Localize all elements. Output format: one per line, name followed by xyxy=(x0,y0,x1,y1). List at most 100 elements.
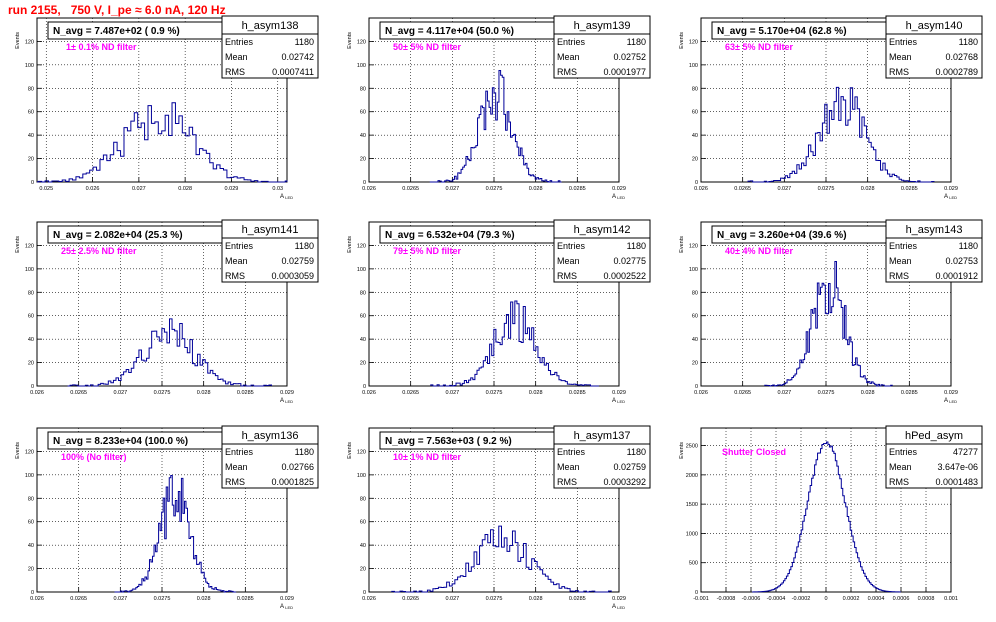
x-tick-label: 0.028 xyxy=(529,596,543,602)
x-tick-label: 0.028 xyxy=(861,186,875,192)
y-tick-label: 120 xyxy=(689,243,698,249)
stats-box xyxy=(553,443,651,489)
x-axis-label: A xyxy=(280,604,284,610)
stats-value: 1180 xyxy=(627,37,646,47)
x-tick-label: 0.0275 xyxy=(486,390,503,396)
stats-value: 1180 xyxy=(959,37,978,47)
y-tick-label: 60 xyxy=(360,110,366,116)
stats-value: 0.02766 xyxy=(281,462,314,472)
y-tick-label: 0 xyxy=(31,590,34,596)
x-tick-label: 0.0006 xyxy=(893,596,910,602)
histogram-name: h_asym138 xyxy=(242,20,299,32)
y-tick-label: 60 xyxy=(28,110,34,116)
navg-text: N_avg = 3.260e+04 (39.6 %) xyxy=(717,230,847,241)
x-tick-label: 0.0265 xyxy=(70,596,87,602)
x-tick-label: 0.0275 xyxy=(818,390,835,396)
y-tick-label: 0 xyxy=(695,590,698,596)
x-tick-label: 0.029 xyxy=(280,596,294,602)
y-tick-label: 60 xyxy=(360,314,366,320)
x-tick-label: -0.0002 xyxy=(792,596,811,602)
stats-box xyxy=(553,237,651,283)
x-tick-label: 0.0285 xyxy=(901,186,918,192)
stats-key: Mean xyxy=(225,52,248,62)
y-tick-label: 40 xyxy=(28,337,34,343)
x-tick-label: -0.0008 xyxy=(717,596,736,602)
y-tick-label: 40 xyxy=(28,133,34,139)
stats-value: 0.0001977 xyxy=(603,67,646,77)
x-tick-label: 0.0265 xyxy=(734,186,751,192)
x-tick-label: 0.0265 xyxy=(402,390,419,396)
y-tick-label: 100 xyxy=(357,63,366,69)
stats-value: 1180 xyxy=(295,241,314,251)
y-tick-label: 80 xyxy=(360,496,366,502)
y-tick-label: 20 xyxy=(692,157,698,163)
histogram-panel: -0.001 -0.0008 -0.0006 -0.0004 -0.0002 0 0.000… xyxy=(679,425,983,602)
x-tick-label: 0.029 xyxy=(612,186,626,192)
stats-key: Mean xyxy=(557,52,580,62)
filter-label: 100% (No filter) xyxy=(61,452,127,462)
x-tick-label: -0.001 xyxy=(693,596,709,602)
stats-key: RMS xyxy=(225,477,245,487)
x-tick-label: 0.0004 xyxy=(868,596,885,602)
stats-value: 0.02775 xyxy=(613,256,646,266)
navg-text: N_avg = 2.082e+04 (25.3 %) xyxy=(53,230,183,241)
x-axis-label-sub: LED xyxy=(617,399,625,404)
y-tick-label: 120 xyxy=(357,39,366,45)
x-tick-label: 0.027 xyxy=(777,186,791,192)
stats-key: RMS xyxy=(889,67,909,77)
x-tick-label: 0.027 xyxy=(445,390,459,396)
stats-value: 0.0001912 xyxy=(935,271,978,281)
x-tick-label: 0.027 xyxy=(132,186,146,192)
stats-value: 0.02768 xyxy=(945,52,978,62)
navg-text: N_avg = 7.563e+03 ( 9.2 %) xyxy=(385,436,512,447)
run-title: run 2155, 750 V, I_pe ≈ 6.0 nA, 120 Hz xyxy=(8,3,226,17)
stats-box xyxy=(885,443,983,489)
x-tick-label: 0.026 xyxy=(30,390,44,396)
histogram-series xyxy=(751,441,902,593)
x-axis-label-sub: LED xyxy=(949,399,957,404)
stats-value: 0.0002522 xyxy=(603,271,646,281)
stats-value: 1180 xyxy=(627,241,646,251)
x-tick-label: 0.029 xyxy=(944,186,958,192)
stats-key: Mean xyxy=(889,256,912,266)
histogram-name: h_asym142 xyxy=(574,224,631,236)
histogram-name: hPed_asym xyxy=(905,430,963,442)
stats-box xyxy=(221,33,319,79)
x-tick-label: 0.028 xyxy=(529,186,543,192)
y-tick-label: 80 xyxy=(28,86,34,92)
x-tick-label: 0.0285 xyxy=(237,390,254,396)
y-axis-label: Events xyxy=(347,236,353,253)
stats-key: RMS xyxy=(557,271,577,281)
y-tick-label: 0 xyxy=(695,180,698,186)
x-axis-label: A xyxy=(280,194,284,200)
y-axis-label: Events xyxy=(15,32,21,49)
stats-key: RMS xyxy=(225,271,245,281)
y-tick-label: 0 xyxy=(363,590,366,596)
y-tick-label: 100 xyxy=(689,267,698,273)
histogram-panel: 0.026 0.0265 0.027 0.0275 0.028 0.0285 0.029 0 2… xyxy=(347,219,651,404)
stats-value: 0.0003059 xyxy=(271,271,314,281)
stats-box xyxy=(553,33,651,79)
navg-text: N_avg = 6.532e+04 (79.3 %) xyxy=(385,230,515,241)
x-tick-label: 0.0265 xyxy=(734,390,751,396)
filter-label: 1± 0.1% ND filter xyxy=(66,42,137,52)
x-axis-label-sub: LED xyxy=(949,195,957,200)
stats-key: Entries xyxy=(889,447,918,457)
histogram-series xyxy=(764,260,893,387)
y-axis-label: Events xyxy=(15,442,21,459)
x-tick-label: 0.025 xyxy=(39,186,53,192)
histogram-panel: 0.026 0.0265 0.027 0.0275 0.028 0.0285 0.029 0 2… xyxy=(15,219,319,404)
y-axis-label: Events xyxy=(679,32,685,49)
stats-value: 0.02759 xyxy=(281,256,314,266)
x-tick-label: 0.027 xyxy=(445,186,459,192)
x-tick-label: 0.001 xyxy=(944,596,958,602)
stats-key: Entries xyxy=(225,241,254,251)
stats-key: Mean xyxy=(889,52,912,62)
y-tick-label: 40 xyxy=(360,543,366,549)
x-tick-label: 0.029 xyxy=(225,186,239,192)
y-axis-label: Events xyxy=(679,442,685,459)
x-axis-label: A xyxy=(944,194,948,200)
histogram-series xyxy=(391,525,612,593)
x-tick-label: -0.0006 xyxy=(742,596,761,602)
